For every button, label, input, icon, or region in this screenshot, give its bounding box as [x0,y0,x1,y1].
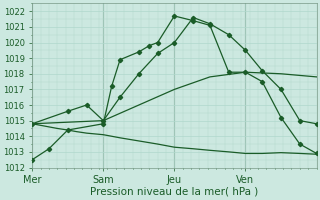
X-axis label: Pression niveau de la mer( hPa ): Pression niveau de la mer( hPa ) [90,187,259,197]
